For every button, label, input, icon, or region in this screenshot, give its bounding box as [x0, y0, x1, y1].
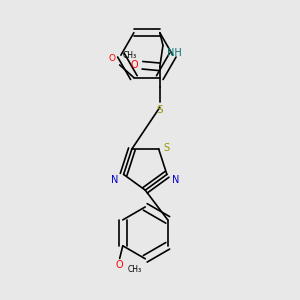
Text: O: O	[131, 60, 139, 70]
Text: S: S	[157, 105, 163, 115]
Text: O: O	[116, 260, 124, 270]
Text: S: S	[164, 143, 169, 153]
Text: N: N	[172, 176, 179, 185]
Text: CH₃: CH₃	[128, 265, 142, 274]
Text: CH₃: CH₃	[123, 51, 137, 60]
Text: NH: NH	[167, 47, 182, 58]
Text: O: O	[109, 54, 116, 63]
Text: N: N	[112, 176, 119, 185]
